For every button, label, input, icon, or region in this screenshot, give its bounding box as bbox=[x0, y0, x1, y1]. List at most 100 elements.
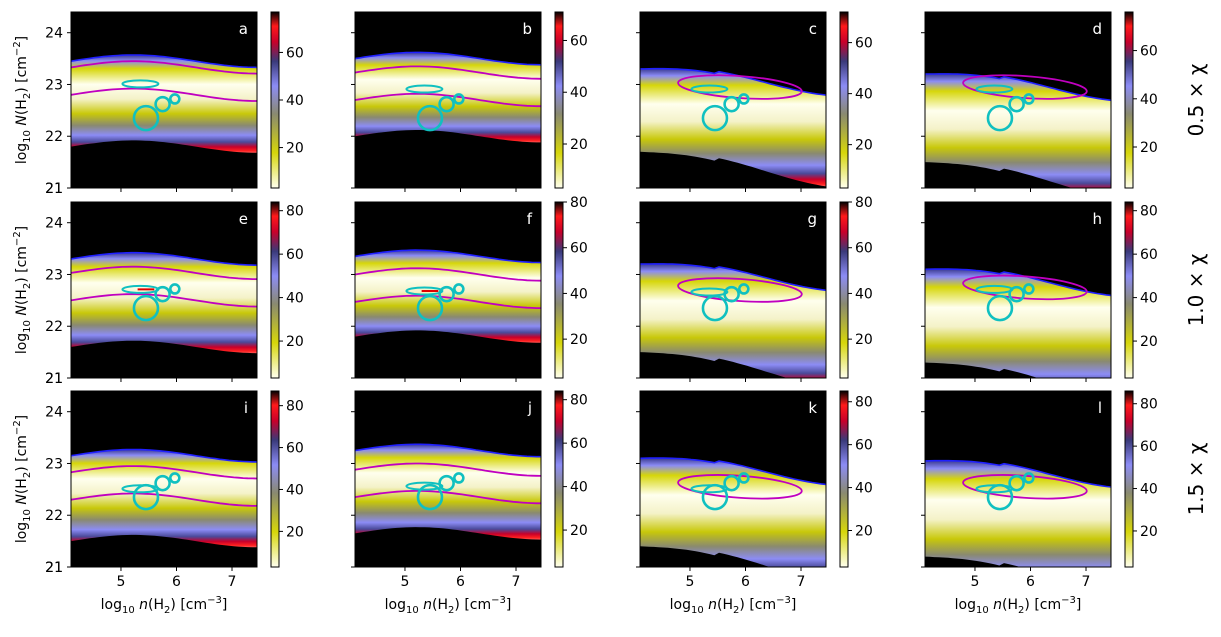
contour-magenta bbox=[355, 65, 541, 80]
colorbar-tick-label: 80 bbox=[855, 195, 873, 211]
panel-label: i bbox=[244, 399, 248, 417]
y-tick-label: 21 bbox=[45, 560, 63, 576]
x-tick-label: 6 bbox=[172, 574, 181, 590]
contour-cyan bbox=[405, 286, 444, 296]
x-axis-label: log10 n(H2) [cm−3] bbox=[385, 595, 512, 616]
contour-magenta bbox=[355, 489, 541, 505]
contour-magenta bbox=[71, 465, 257, 480]
observation-circle bbox=[132, 483, 160, 511]
band-edge-line bbox=[355, 249, 541, 264]
colorbar-tick-label: 20 bbox=[1140, 524, 1158, 540]
colorbar-tick-label: 60 bbox=[570, 436, 588, 452]
intensity-band bbox=[71, 449, 257, 548]
panel-frame bbox=[70, 11, 258, 189]
y-tick-label: 21 bbox=[45, 560, 63, 576]
observation-circle bbox=[416, 483, 444, 511]
colorbar-tick-label: 60 bbox=[1140, 439, 1158, 455]
colorbar-tick-label: 20 bbox=[855, 524, 873, 540]
observation-circle bbox=[438, 285, 455, 303]
band-edge-line bbox=[71, 448, 257, 463]
observation-circle bbox=[738, 93, 750, 105]
x-tick-label: 6 bbox=[1026, 574, 1035, 590]
colorbar-tick-label: 60 bbox=[286, 247, 304, 263]
observation-circle bbox=[723, 95, 740, 113]
row-label: 1.0 × χ bbox=[1184, 254, 1208, 327]
panel-label: c bbox=[809, 20, 817, 38]
x-tick-label: 5 bbox=[686, 574, 695, 590]
row-label: 0.5 × χ bbox=[1184, 64, 1208, 137]
panel-label: a bbox=[239, 20, 248, 38]
contour-cyan bbox=[121, 79, 160, 89]
band-edge-line bbox=[925, 459, 1111, 488]
panel-frame bbox=[70, 201, 258, 379]
panel-label: f bbox=[527, 210, 533, 228]
colorbar-tick-label: 40 bbox=[855, 87, 873, 103]
contour-magenta bbox=[677, 277, 803, 303]
colorbar-tick-label: 40 bbox=[1140, 92, 1158, 108]
y-tick-label: 22 bbox=[45, 129, 63, 145]
band-edge-line bbox=[640, 457, 826, 486]
colorbar-tick-label: 60 bbox=[286, 441, 304, 457]
y-tick-label: 21 bbox=[45, 371, 63, 387]
panel-frame bbox=[924, 390, 1112, 568]
y-tick-label: 21 bbox=[45, 371, 63, 387]
contour-magenta bbox=[355, 92, 541, 108]
x-tick-label: 6 bbox=[456, 574, 465, 590]
observation-circle bbox=[1008, 95, 1025, 113]
colorbar-tick-label: 60 bbox=[855, 36, 873, 52]
colorbar bbox=[270, 11, 280, 189]
colorbar-tick-label: 80 bbox=[286, 204, 304, 220]
colorbar-tick-label: 40 bbox=[855, 286, 873, 302]
colorbar-tick-label: 60 bbox=[570, 33, 588, 49]
colorbar bbox=[1124, 11, 1134, 189]
panel-frame bbox=[70, 390, 258, 568]
colorbar-tick-label: 40 bbox=[1140, 291, 1158, 307]
colorbar-tick-label: 20 bbox=[286, 141, 304, 157]
x-axis-label: log10 n(H2) [cm−3] bbox=[670, 595, 797, 616]
observation-circle bbox=[723, 285, 740, 303]
colorbar-tick-label: 40 bbox=[1140, 482, 1158, 498]
intensity-band bbox=[71, 55, 257, 153]
panel-label: b bbox=[522, 20, 532, 38]
y-tick-label: 22 bbox=[45, 508, 63, 524]
contour-cyan bbox=[690, 84, 729, 94]
observation-circle bbox=[169, 472, 181, 484]
colorbar-tick-label: 20 bbox=[570, 137, 588, 153]
colorbar bbox=[1124, 390, 1134, 568]
panel-frame bbox=[354, 11, 542, 189]
x-tick-label: 7 bbox=[1082, 574, 1091, 590]
observation-circle bbox=[701, 294, 729, 322]
observation-circle bbox=[453, 472, 465, 484]
x-tick-label: 6 bbox=[741, 574, 750, 590]
panel-label: d bbox=[1092, 20, 1102, 38]
band-edge-line bbox=[640, 67, 826, 96]
panel-frame bbox=[639, 11, 827, 189]
panel-label: j bbox=[527, 399, 532, 417]
colorbar-tick-label: 60 bbox=[1140, 44, 1158, 60]
observation-circle bbox=[169, 93, 181, 105]
panel-label: k bbox=[808, 399, 817, 417]
panel-frame bbox=[639, 201, 827, 379]
contour-magenta bbox=[71, 265, 257, 281]
panel-g: g 20 40 60 80 bbox=[636, 195, 873, 382]
colorbar-tick-label: 20 bbox=[570, 332, 588, 348]
colorbar-tick-label: 40 bbox=[286, 291, 304, 307]
contour-magenta bbox=[355, 462, 541, 477]
colorbar-tick-label: 20 bbox=[855, 332, 873, 348]
contour-magenta bbox=[71, 293, 257, 308]
y-tick-label: 24 bbox=[45, 216, 63, 232]
observation-circle bbox=[154, 95, 171, 113]
colorbar-tick-label: 40 bbox=[286, 482, 304, 498]
band-edge-line bbox=[355, 443, 541, 458]
colorbar-tick-label: 80 bbox=[855, 395, 873, 411]
observation-circle bbox=[154, 474, 171, 492]
contour-cyan bbox=[405, 481, 444, 491]
panel-d: d 20 40 60 bbox=[921, 11, 1158, 192]
panel-b: b 20 40 60 bbox=[351, 11, 588, 192]
x-axis-label: log10 n(H2) [cm−3] bbox=[101, 595, 228, 616]
y-tick-label: 23 bbox=[45, 267, 63, 283]
y-tick-label: 23 bbox=[45, 456, 63, 472]
panel-h: h 20 40 60 80 bbox=[921, 201, 1158, 382]
